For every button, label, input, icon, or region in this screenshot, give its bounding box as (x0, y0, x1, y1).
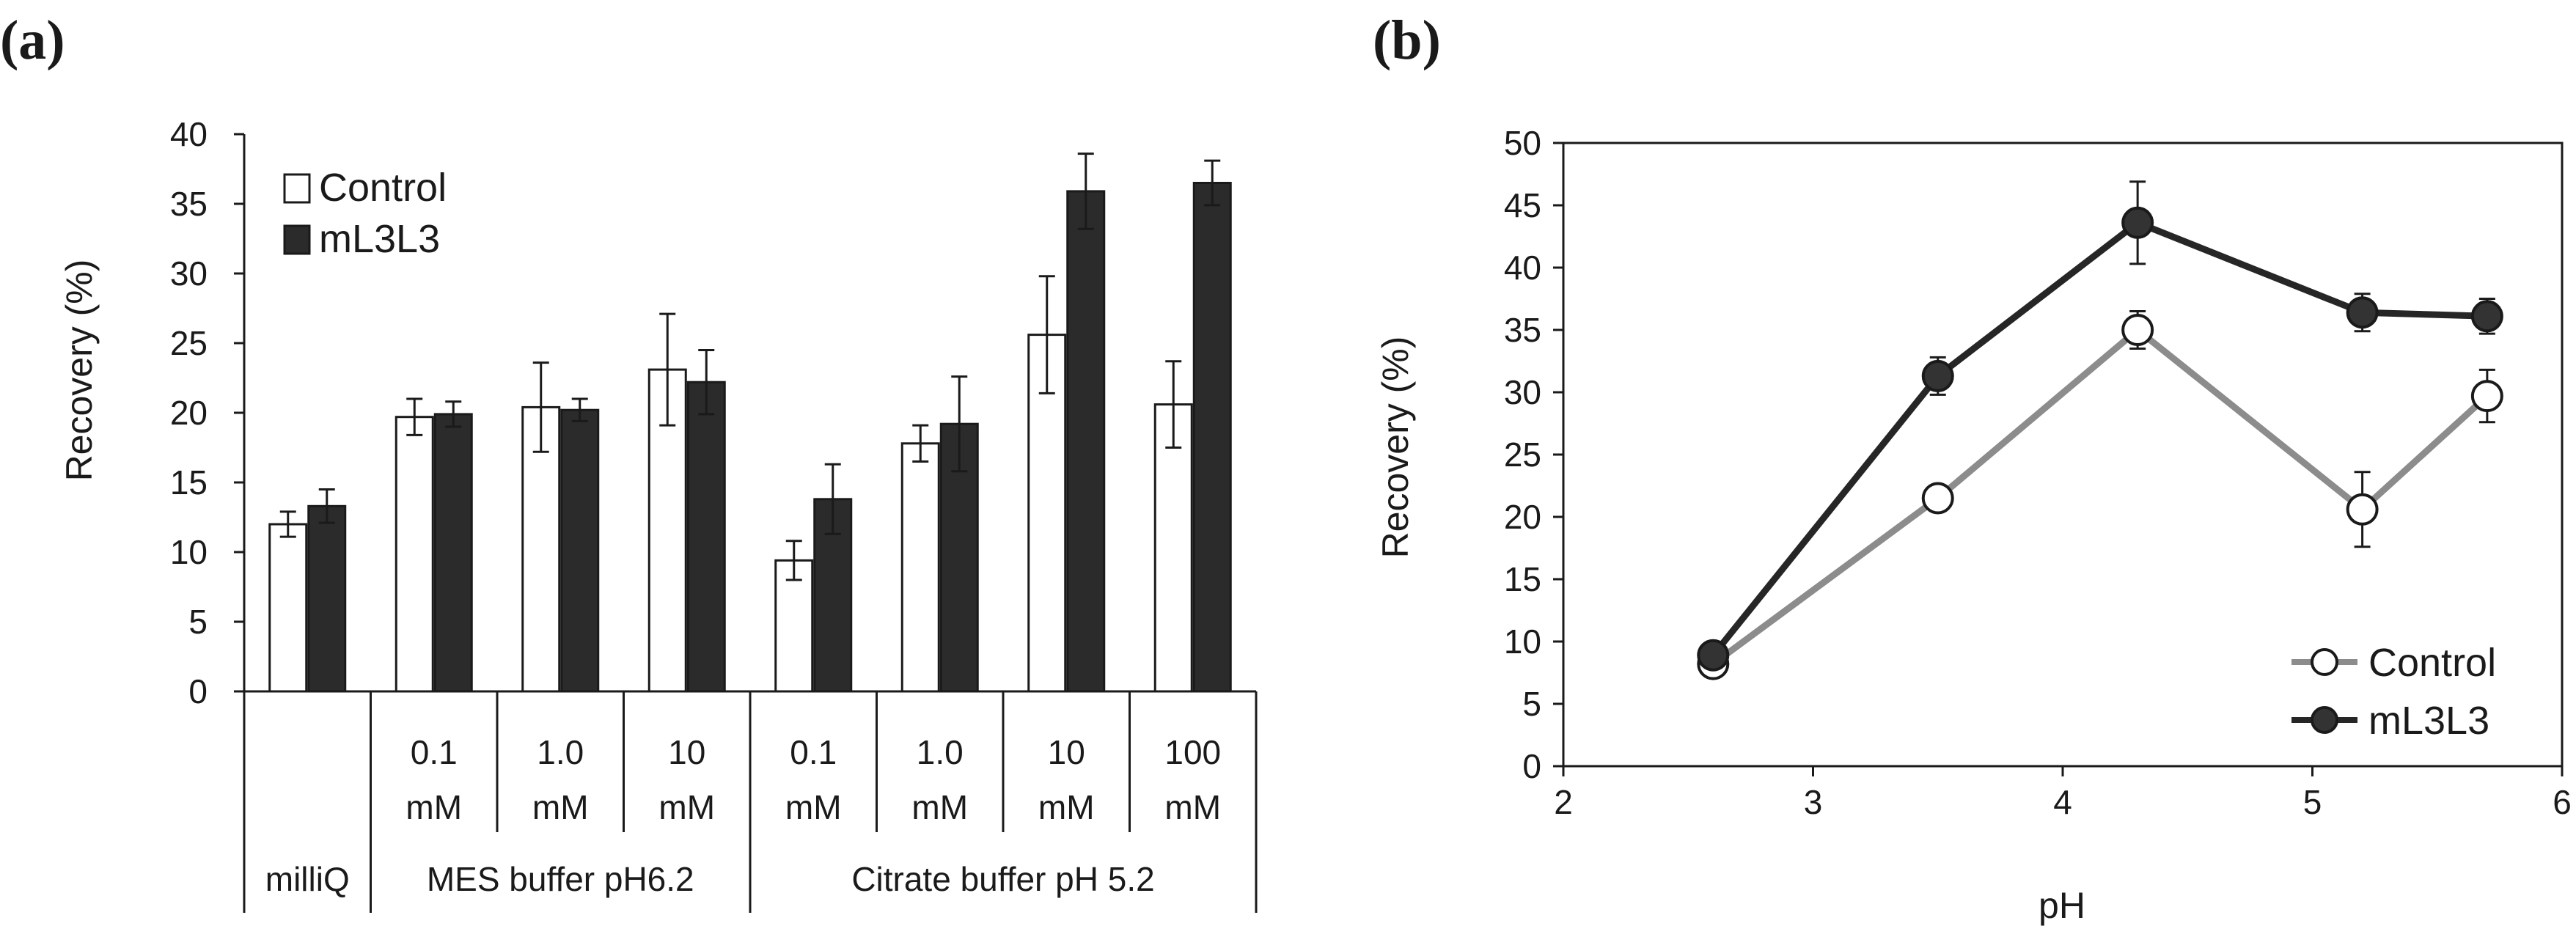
bar-control-3 (647, 368, 687, 693)
group-label: MES buffer pH6.2 (427, 860, 694, 898)
category-label-value: 10 (1048, 733, 1085, 771)
panel-label-b: (b) (1373, 10, 1441, 71)
panel-b-xtick-label: 3 (1804, 783, 1823, 821)
bar-control-4 (774, 559, 814, 693)
bar-ml3l3-2 (560, 408, 600, 693)
category-label-unit: mM (785, 788, 842, 826)
panel-a-legend: Control mL3L3 (283, 166, 447, 261)
panel-b-ytick-label: 5 (1522, 685, 1541, 723)
panel-b-line-chart: (b) Recovery (%) pH 05101520253035404550… (1373, 10, 2572, 926)
bar-ml3l3-0 (307, 504, 347, 693)
category-label-unit: mM (1164, 788, 1221, 826)
series-line-ml3l3 (1710, 219, 2487, 658)
panel-b-legend-control: Control (2368, 641, 2496, 685)
panel-b-ytick-label: 20 (1504, 498, 1541, 536)
legend-swatch-ml3l3 (283, 224, 311, 255)
point-ml3l3-3 (2346, 296, 2379, 329)
bar-ml3l3-1 (433, 413, 473, 693)
bar-control-5 (900, 442, 940, 693)
category-label-unit: mM (1038, 788, 1095, 826)
point-control-4 (2470, 380, 2503, 413)
group-label: Citrate buffer pH 5.2 (851, 860, 1154, 898)
panel-b-xtick-label: 6 (2553, 783, 2572, 821)
group-label: milliQ (265, 860, 350, 898)
panel-a-legend-control: Control (319, 166, 447, 210)
panel-b-ytick-label: 50 (1504, 124, 1541, 162)
bar-ml3l3-7 (1192, 182, 1232, 693)
panel-a-bars (268, 153, 1232, 693)
panel-b-ylabel: Recovery (%) (1375, 337, 1416, 559)
panel-b-ytick-label: 45 (1504, 186, 1541, 224)
category-label-unit: mM (406, 788, 462, 826)
point-control-3 (2346, 493, 2379, 526)
panel-a-bar-chart: (a) Recovery (%) 0 5 10 15 20 25 30 35 40 0.1 mM 1… (0, 10, 1258, 913)
category-label-unit: mM (911, 788, 968, 826)
panel-b-xtick-label: 5 (2303, 783, 2322, 821)
panel-a-legend-ml3l3: mL3L3 (319, 217, 440, 261)
category-label-value: 1.0 (537, 733, 584, 771)
bar-control-7 (1153, 403, 1193, 693)
category-label-value: 10 (668, 733, 705, 771)
point-control-1 (1921, 482, 1954, 515)
bar-control-1 (395, 416, 434, 693)
category-label-value: 0.1 (790, 733, 837, 771)
category-label-value: 100 (1164, 733, 1221, 771)
legend-marker-control (2311, 648, 2338, 676)
panel-b-legend-ml3l3: mL3L3 (2368, 699, 2489, 743)
panel-a-ytick-label: 35 (170, 185, 208, 223)
panel-b-xtick-label: 4 (2053, 783, 2072, 821)
panel-b-xlabel: pH (2039, 885, 2085, 926)
panel-b-ytick-label: 0 (1522, 747, 1541, 785)
legend-marker-ml3l3 (2311, 706, 2338, 734)
panel-b-ytick-label: 30 (1504, 373, 1541, 411)
point-ml3l3-2 (2121, 206, 2154, 239)
panel-a-ylabel: Recovery (%) (59, 260, 100, 482)
category-label-value: 0.1 (411, 733, 458, 771)
panel-b-xtick-label: 2 (1554, 783, 1573, 821)
panel-a-ytick-label: 25 (170, 324, 208, 362)
legend-swatch-control (283, 173, 311, 204)
bar-ml3l3-3 (686, 381, 726, 693)
panel-a-ytick-label: 5 (188, 603, 208, 641)
panel-a-ytick-label: 20 (170, 394, 208, 432)
category-label-unit: mM (658, 788, 715, 826)
category-label-unit: mM (532, 788, 589, 826)
point-control-2 (2121, 314, 2154, 346)
panel-label-a: (a) (0, 10, 65, 71)
bar-ml3l3-6 (1066, 190, 1106, 693)
panel-b-legend: Control mL3L3 (2291, 641, 2496, 743)
panel-a-ytick-label: 15 (170, 463, 208, 501)
point-ml3l3-0 (1697, 639, 1730, 672)
panel-b-ytick-label: 10 (1504, 622, 1541, 661)
point-ml3l3-4 (2470, 300, 2503, 333)
point-ml3l3-1 (1921, 359, 1954, 392)
panel-b-ytick-label: 40 (1504, 249, 1541, 287)
panel-b-ytick-label: 35 (1504, 311, 1541, 349)
panel-a-category-axis: 0.1 mM 1.0 mM 10 mM 0.1 mM 1.0 mM 10 mM 100 mM milliQ M… (243, 691, 1258, 913)
category-label-value: 1.0 (917, 733, 964, 771)
panel-a-y-axis: 0 5 10 15 20 25 30 35 40 (170, 115, 244, 710)
panel-a-ytick-label: 10 (170, 533, 208, 571)
panel-a-ytick-label: 30 (170, 254, 208, 293)
panel-a-ytick-label: 40 (170, 115, 208, 153)
panel-b-ytick-label: 25 (1504, 436, 1541, 474)
panel-b-series (1697, 180, 2503, 680)
panel-b-ytick-label: 15 (1504, 560, 1541, 598)
bar-control-0 (268, 523, 308, 693)
panel-a-ytick-label: 0 (188, 672, 208, 710)
